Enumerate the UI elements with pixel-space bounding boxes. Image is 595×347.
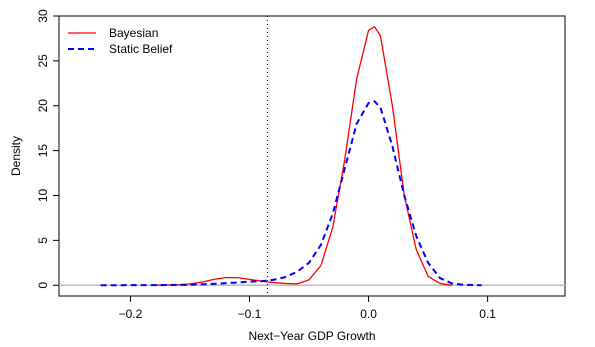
plot-frame — [58, 15, 566, 297]
series-line-1 — [100, 100, 482, 287]
y-tick-label: 25 — [36, 54, 50, 68]
y-axis: 0 5 10 15 20 25 30 — [36, 9, 59, 289]
legend: Bayesian Static Belief — [68, 26, 173, 56]
x-axis: −0.2 −0.1 0.0 0.1 — [119, 296, 496, 321]
x-tick-label: 0.0 — [360, 307, 377, 321]
y-tick-label: 30 — [36, 9, 50, 23]
legend-label: Bayesian — [109, 26, 158, 40]
x-tick-label: −0.1 — [238, 307, 262, 321]
y-tick-label: 0 — [36, 282, 50, 289]
legend-label: Static Belief — [109, 42, 173, 56]
y-axis-title: Density — [9, 136, 23, 176]
series-layer — [100, 26, 482, 287]
reference-lines — [59, 16, 565, 296]
x-axis-title: Next−Year GDP Growth — [248, 329, 375, 343]
x-tick-label: 0.1 — [479, 307, 496, 321]
y-tick-label: 15 — [36, 144, 50, 158]
series-line-0 — [154, 26, 452, 286]
y-tick-label: 10 — [36, 188, 50, 202]
x-tick-label: −0.2 — [119, 307, 143, 321]
y-tick-label: 20 — [36, 99, 50, 113]
y-tick-label: 5 — [36, 237, 50, 244]
